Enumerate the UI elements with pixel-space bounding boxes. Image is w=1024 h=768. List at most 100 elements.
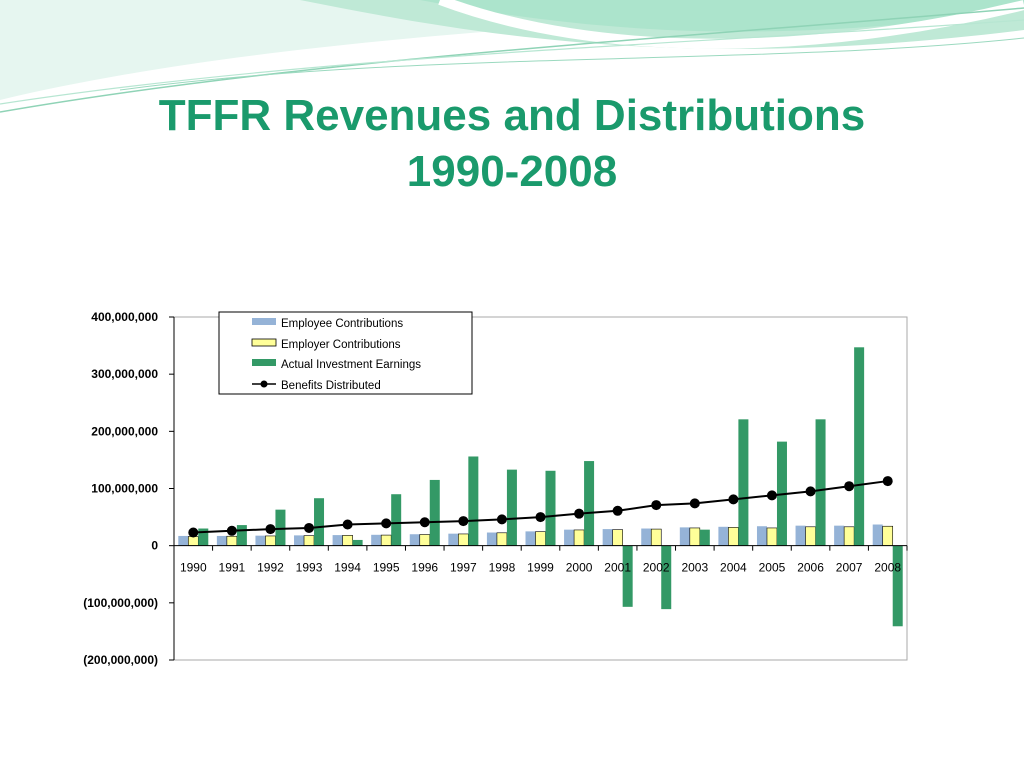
x-tick-label: 2007	[836, 561, 863, 575]
bar-investment-earnings	[236, 525, 247, 546]
bar-employee-contributions	[525, 531, 536, 546]
bar-investment-earnings	[198, 528, 209, 546]
bar-employee-contributions	[486, 532, 497, 546]
x-tick-label: 2002	[643, 561, 670, 575]
bar-employer-contributions	[265, 535, 276, 546]
legend-swatch-benefits-marker	[260, 380, 268, 388]
bar-employee-contributions	[795, 525, 806, 546]
slide-title-line1: TFFR Revenues and Distributions	[158, 91, 866, 140]
x-tick-label: 2000	[566, 561, 593, 575]
bar-employer-contributions	[535, 531, 546, 546]
bar-investment-earnings	[314, 498, 325, 546]
bar-employee-contributions	[255, 535, 266, 546]
bar-employee-contributions	[834, 525, 845, 546]
x-tick-label: 2005	[759, 561, 786, 575]
y-tick-label: 400,000,000	[91, 310, 158, 324]
x-tick-label: 1998	[489, 561, 516, 575]
legend-swatch-investment	[252, 359, 276, 366]
y-axis: 400,000,000 300,000,000 200,000,000 100,000…	[83, 310, 175, 667]
bar-employee-contributions	[371, 534, 382, 546]
y-tick-label: 200,000,000	[91, 424, 158, 438]
benefits-distributed-point	[574, 508, 585, 519]
benefits-distributed-point	[728, 494, 739, 505]
bar-employer-contributions	[419, 534, 431, 546]
bar-employee-contributions	[294, 535, 305, 546]
legend-label-employer: Employer Contributions	[281, 339, 401, 351]
benefits-distributed-point	[535, 512, 546, 523]
swoosh-shape-band	[420, 0, 1024, 32]
bar-employer-contributions	[612, 529, 623, 546]
bar-employee-contributions	[718, 526, 729, 546]
benefits-distributed-point	[651, 500, 662, 511]
x-tick-label: 2001	[604, 561, 631, 575]
bar-employee-contributions	[872, 524, 883, 546]
x-tick-label: 1994	[334, 561, 361, 575]
swoosh-line-2	[0, 19, 1024, 105]
bar-investment-earnings	[854, 347, 865, 546]
bar-investment-earnings	[699, 529, 710, 546]
x-tick-label: 2008	[874, 561, 901, 575]
bar-employee-contributions	[564, 529, 575, 546]
legend-label-investment: Actual Investment Earnings	[281, 359, 421, 371]
bar-employer-contributions	[458, 533, 469, 546]
bar-investment-earnings	[275, 509, 286, 546]
bar-employer-contributions	[380, 534, 392, 546]
bar-employee-contributions	[679, 527, 690, 546]
bar-employer-contributions	[573, 529, 585, 546]
bar-employer-contributions	[728, 527, 739, 546]
swoosh-white-ribbon	[438, 0, 1024, 49]
bar-employee-contributions	[409, 534, 420, 546]
bar-employer-contributions	[342, 535, 353, 546]
benefits-distributed-point	[766, 490, 777, 501]
x-tick-label: 1993	[296, 561, 323, 575]
benefits-distributed-point	[419, 517, 430, 528]
slide-title-line2: 1990-2008	[406, 147, 618, 196]
y-tick-label: (200,000,000)	[83, 653, 158, 667]
bar-employee-contributions	[641, 528, 652, 546]
x-axis: 1990 1991 1992 1993 1994 1995 1996 1997 1998 1999…	[173, 545, 908, 575]
benefits-distributed-point	[689, 498, 700, 509]
x-tick-label: 1996	[411, 561, 438, 575]
bar-investment-earnings	[661, 545, 672, 610]
x-tick-label: 1995	[373, 561, 400, 575]
y-tick-label: 0	[151, 539, 158, 553]
bar-employer-contributions	[882, 525, 894, 546]
benefits-distributed-point	[805, 486, 816, 497]
legend-swatch-employer	[251, 338, 277, 347]
benefits-line-group	[188, 476, 893, 538]
bar-employer-contributions	[805, 526, 816, 546]
swoosh-line-3	[119, 37, 1024, 91]
bar-employee-contributions	[178, 535, 189, 546]
benefits-distributed-point	[188, 527, 199, 538]
legend-label-employee: Employee Contributions	[281, 318, 403, 330]
bar-investment-earnings	[429, 479, 440, 546]
legend-label-benefits: Benefits Distributed	[281, 380, 381, 392]
bar-investment-earnings	[506, 469, 517, 546]
swoosh-shape-light	[0, 0, 1024, 100]
swoosh-line-1	[0, 7, 1024, 113]
bar-investment-earnings	[545, 470, 556, 546]
benefits-distributed-point	[458, 516, 469, 527]
x-tick-label: 1990	[180, 561, 207, 575]
legend: Employee Contributions Employer Contribu…	[218, 311, 473, 395]
y-tick-label: (100,000,000)	[83, 596, 158, 610]
bar-employer-contributions	[650, 528, 662, 546]
benefits-distributed-point	[612, 505, 623, 516]
x-tick-label: 2006	[797, 561, 824, 575]
bar-employer-contributions	[303, 535, 315, 546]
bar-investment-earnings	[468, 456, 479, 546]
bar-employer-contributions	[689, 527, 701, 546]
benefits-distributed-point	[882, 476, 893, 487]
benefits-distributed-point	[304, 522, 315, 533]
slide-title: TFFR Revenues and Distributions 1990-200…	[0, 88, 1024, 200]
benefits-distributed-point	[265, 524, 276, 535]
bar-employer-contributions	[766, 527, 778, 546]
bar-employee-contributions	[448, 533, 459, 546]
bar-employee-contributions	[602, 529, 613, 546]
bar-investment-earnings	[391, 494, 402, 546]
benefits-distributed-point	[844, 481, 855, 492]
bar-investment-earnings	[352, 539, 363, 546]
benefits-distributed-point	[226, 525, 237, 536]
bar-investment-earnings	[738, 419, 749, 546]
